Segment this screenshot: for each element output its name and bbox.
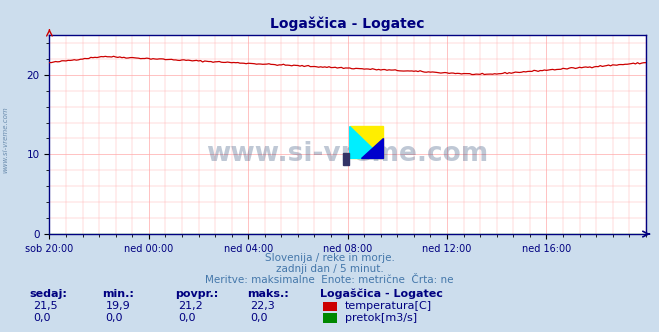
- Text: 0,0: 0,0: [178, 313, 196, 323]
- Text: 22,3: 22,3: [250, 301, 275, 311]
- Text: 21,5: 21,5: [33, 301, 57, 311]
- Text: 0,0: 0,0: [33, 313, 51, 323]
- Text: maks.:: maks.:: [247, 289, 289, 299]
- Text: Meritve: maksimalne  Enote: metrične  Črta: ne: Meritve: maksimalne Enote: metrične Črta…: [205, 275, 454, 285]
- Text: Logaščica - Logatec: Logaščica - Logatec: [320, 289, 442, 299]
- Text: www.si-vreme.com: www.si-vreme.com: [2, 106, 9, 173]
- Text: sedaj:: sedaj:: [30, 289, 67, 299]
- Bar: [350, 126, 383, 158]
- Text: Slovenija / reke in morje.: Slovenija / reke in morje.: [264, 253, 395, 263]
- Title: Logaščica - Logatec: Logaščica - Logatec: [270, 16, 425, 31]
- Bar: [343, 153, 349, 165]
- Text: 21,2: 21,2: [178, 301, 203, 311]
- Text: min.:: min.:: [102, 289, 134, 299]
- Polygon shape: [350, 126, 383, 158]
- Text: povpr.:: povpr.:: [175, 289, 218, 299]
- Text: 0,0: 0,0: [105, 313, 123, 323]
- Polygon shape: [361, 138, 383, 158]
- Text: 19,9: 19,9: [105, 301, 130, 311]
- Text: pretok[m3/s]: pretok[m3/s]: [345, 313, 416, 323]
- Text: 0,0: 0,0: [250, 313, 268, 323]
- Text: www.si-vreme.com: www.si-vreme.com: [206, 141, 489, 167]
- Text: temperatura[C]: temperatura[C]: [345, 301, 432, 311]
- Text: zadnji dan / 5 minut.: zadnji dan / 5 minut.: [275, 264, 384, 274]
